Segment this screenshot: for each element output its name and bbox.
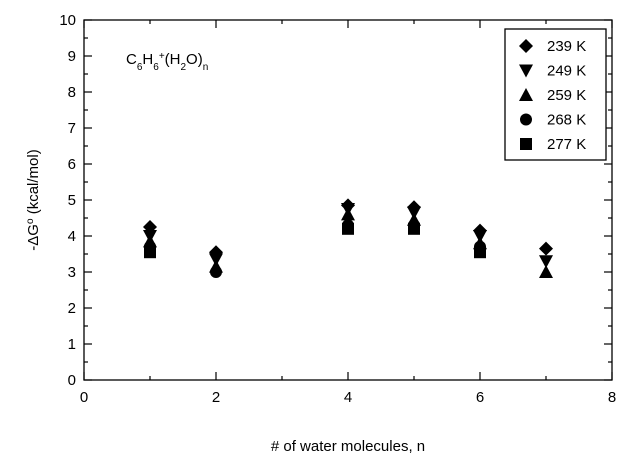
data-point <box>473 223 487 238</box>
x-tick-label: 2 <box>212 389 220 406</box>
x-tick-label: 8 <box>608 389 616 406</box>
legend-label: 277 K <box>547 136 586 153</box>
x-tick-label: 4 <box>344 389 352 406</box>
legend-marker <box>519 88 533 101</box>
legend-label: 259 K <box>547 87 586 104</box>
formula-annotation: C6H6+(H2O)n <box>126 51 208 73</box>
x-tick-label: 6 <box>476 389 484 406</box>
data-point <box>342 219 354 232</box>
y-tick-label: 9 <box>68 48 76 65</box>
series-277-K <box>144 222 486 259</box>
legend: 239 K 249 K 259 K 268 K 277 K <box>504 28 607 161</box>
series-268-K <box>144 219 486 278</box>
y-tick-label: 8 <box>68 84 76 101</box>
plot-frame <box>83 19 613 381</box>
data-point <box>407 200 421 215</box>
y-tick-label: 0 <box>68 372 76 389</box>
legend-label: 249 K <box>547 63 586 80</box>
series-259-K <box>143 207 553 278</box>
y-tick-label: 4 <box>68 228 76 245</box>
legend-entry: 277 K <box>520 136 586 153</box>
legend-marker <box>520 138 532 150</box>
tick-labels: 0 2 4 6 8 0 1 2 3 4 5 6 7 8 9 10 <box>59 12 616 406</box>
y-tick-label: 6 <box>68 156 76 173</box>
series-239-K <box>143 198 553 260</box>
y-tick-label: 2 <box>68 300 76 317</box>
data-point <box>143 220 157 234</box>
data-point <box>539 241 553 256</box>
legend-entry: 259 K <box>519 87 586 104</box>
legend-label: 268 K <box>547 112 586 129</box>
y-tick-label: 1 <box>68 336 76 353</box>
legend-entry: 239 K <box>519 38 586 55</box>
x-tick-label: 0 <box>80 389 88 406</box>
x-axis-label: # of water molecules, n <box>271 438 425 455</box>
data-point <box>209 245 223 260</box>
legend-marker <box>519 64 533 78</box>
data-point <box>209 253 223 267</box>
data-point <box>539 255 553 269</box>
legend-entry: 249 K <box>519 63 586 80</box>
y-tick-label: 10 <box>59 12 76 29</box>
legend-marker <box>520 113 532 126</box>
y-axis-label: -ΔGo (kcal/mol) <box>25 149 43 250</box>
legend-entry: 268 K <box>520 112 586 129</box>
data-point <box>341 198 355 213</box>
y-tick-label: 5 <box>68 192 76 209</box>
data-points <box>143 198 553 278</box>
y-tick-label: 3 <box>68 264 76 281</box>
legend-marker <box>519 39 533 53</box>
y-tick-label: 7 <box>68 120 76 137</box>
data-point <box>143 230 157 243</box>
data-point <box>539 265 553 278</box>
legend-label: 239 K <box>547 38 586 55</box>
series-249-K <box>143 203 553 269</box>
